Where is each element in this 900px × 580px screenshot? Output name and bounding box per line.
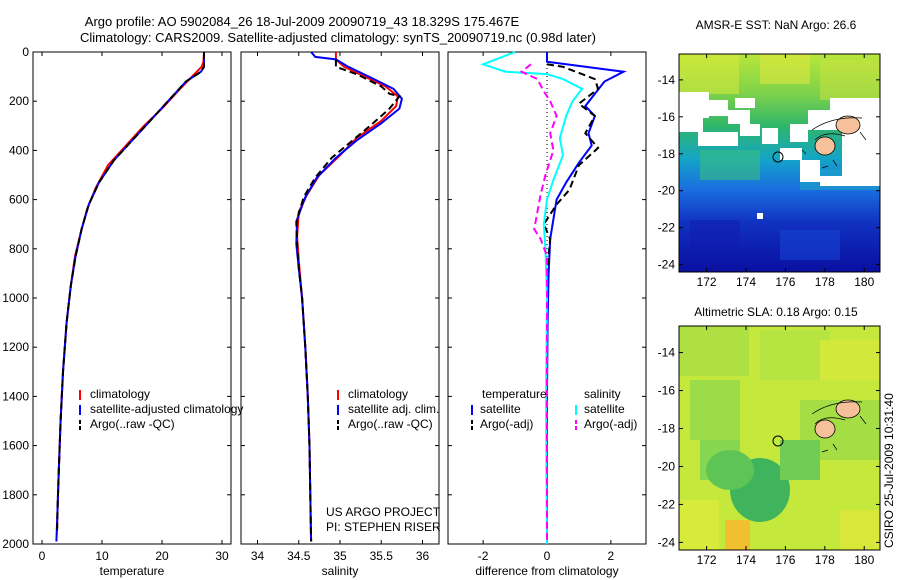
- map-y-tick-label: -20: [658, 184, 676, 198]
- map-x-tick-label: 180: [854, 553, 874, 567]
- temperature-plot-area: [32, 51, 232, 545]
- sst-map: [679, 54, 880, 272]
- map-x-tick-label: 178: [815, 553, 835, 567]
- legend-label: satellite: [480, 402, 521, 416]
- x-tick-label: 34: [251, 549, 265, 563]
- map-y-tick-label: -24: [658, 258, 676, 272]
- fiji-islands: [801, 115, 867, 169]
- map-y-tick-label: -20: [658, 459, 676, 473]
- legend-label: climatology: [348, 387, 408, 401]
- x-axis-label: difference from climatology: [475, 564, 618, 578]
- map-y-tick-label: -22: [658, 221, 676, 235]
- map-x-tick-label: 172: [697, 553, 717, 567]
- x-tick-label: 0: [544, 549, 551, 563]
- legend-label: satellite adj. clim.: [348, 402, 439, 416]
- x-tick-label: 20: [155, 549, 169, 563]
- fiji-islands-sla: [811, 399, 867, 453]
- map-y-tick-label: -16: [658, 110, 676, 124]
- series-line: [295, 51, 403, 542]
- map-y-tick-label: -24: [658, 535, 676, 549]
- legend-label: satellite-adjusted climatology: [90, 402, 243, 416]
- map-top-title: AMSR-E SST: NaN Argo: 26.6: [696, 18, 857, 32]
- timestamp-label: CSIRO 25-Jul-2009 10:31:40: [882, 393, 896, 548]
- y-tick-label: 1600: [2, 439, 29, 453]
- map-y-tick-label: -18: [658, 147, 676, 161]
- argo-location-marker-sla: [772, 435, 784, 447]
- legend-label: Argo(..raw -QC): [348, 417, 433, 431]
- legend-group-title: temperature: [482, 387, 547, 401]
- map-bottom-frame: [678, 325, 881, 551]
- series-line: [56, 52, 205, 535]
- x-tick-label: 30: [215, 549, 229, 563]
- y-tick-label: 200: [9, 94, 29, 108]
- y-tick-label: 1800: [2, 488, 29, 502]
- legend-label: satellite: [584, 402, 625, 416]
- map-top-frame: [678, 53, 881, 273]
- sla-texture: [679, 326, 880, 550]
- y-tick-label: 1200: [2, 340, 29, 354]
- map-y-tick-label: -18: [658, 422, 676, 436]
- y-tick-label: 0: [22, 45, 29, 59]
- map-y-tick-label: -22: [658, 497, 676, 511]
- map-x-tick-label: 178: [815, 275, 835, 289]
- map-x-tick-label: 174: [736, 275, 756, 289]
- y-tick-label: 2000: [2, 537, 29, 551]
- y-tick-label: 1000: [2, 291, 29, 305]
- y-tick-label: 400: [9, 143, 29, 157]
- x-tick-label: 35: [333, 549, 347, 563]
- salinity-chart: 34 34.5 35 35.5 36 salinity climatologysatelli…: [241, 51, 441, 578]
- map-x-tick-label: 176: [775, 275, 795, 289]
- map-x-tick-label: 174: [736, 553, 756, 567]
- x-tick-label: 36: [416, 549, 430, 563]
- map-x-tick-label: 176: [775, 553, 795, 567]
- legend-label: climatology: [90, 387, 150, 401]
- x-axis-label: salinity: [322, 564, 359, 578]
- y-tick-label: 600: [9, 193, 29, 207]
- figure-title-line1: Argo profile: AO 5902084_26 18-Jul-2009 …: [85, 14, 520, 29]
- map-x-tick-label: 172: [697, 275, 717, 289]
- salinity-plot-area: [240, 51, 440, 545]
- legend-label: Argo(-adj): [480, 417, 533, 431]
- series-line: [295, 59, 402, 542]
- annotation-text: US ARGO PROJECT: [326, 505, 441, 519]
- map-bottom-title: Altimetric SLA: 0.18 Argo: 0.15: [694, 305, 858, 319]
- map-x-tick-label: 180: [854, 275, 874, 289]
- legend-label: Argo(..raw -QC): [90, 417, 175, 431]
- map-y-tick-label: -16: [658, 384, 676, 398]
- x-tick-label: 10: [95, 549, 109, 563]
- map-top-axes: 172 174 176 178 180 -14 -16 -18 -20 -22 -24: [658, 54, 880, 289]
- x-tick-label: 0: [39, 549, 46, 563]
- series-line: [519, 63, 558, 544]
- x-tick-label: -2: [478, 549, 489, 563]
- map-bottom-axes: 172 174 176 178 180 -14 -16 -18 -20 -22 -24: [658, 326, 880, 567]
- x-tick-label: 34.5: [287, 549, 311, 563]
- map-y-tick-label: -14: [658, 346, 676, 360]
- legend-label: Argo(-adj): [584, 417, 637, 431]
- argo-location-marker: [772, 151, 784, 163]
- x-axis-label: temperature: [100, 564, 165, 578]
- series-line: [542, 63, 600, 544]
- sst-missing-data: [679, 92, 880, 219]
- temperature-chart: 0 10 20 30 0 200 400 600 800 1000 1200 1400 1600 1800…: [2, 45, 243, 578]
- sla-map: [679, 326, 880, 550]
- x-tick-label: 2: [608, 549, 615, 563]
- legend-group-title: salinity: [584, 387, 621, 401]
- annotation-text: PI: STEPHEN RISER: [326, 520, 441, 534]
- legend: temperaturesatelliteArgo(-adj)salinitysa…: [471, 387, 637, 431]
- figure-title-line2: Climatology: CARS2009. Satellite-adjuste…: [80, 30, 596, 45]
- x-tick-label: 35.5: [370, 549, 394, 563]
- y-tick-label: 1400: [2, 389, 29, 403]
- map-y-tick-label: -14: [658, 73, 676, 87]
- y-tick-label: 800: [9, 242, 29, 256]
